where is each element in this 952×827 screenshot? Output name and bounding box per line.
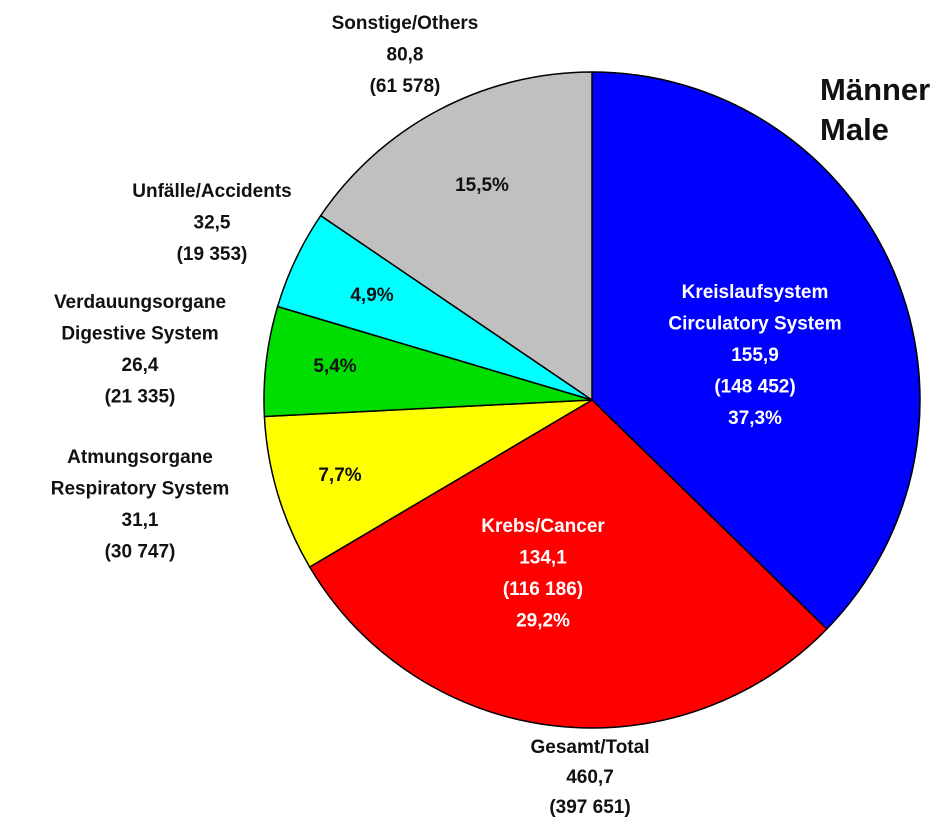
slice-label: 31,1 [122, 510, 159, 531]
slice-label: 80,8 [387, 45, 424, 66]
slice-label: Digestive System [61, 324, 218, 345]
slice-label: Atmungsorgane [67, 447, 213, 468]
slice-label: 29,2% [516, 611, 570, 632]
pie-slice [263, 399, 593, 568]
slice-label: Krebs/Cancer [481, 516, 605, 537]
slice-label: (116 186) [503, 579, 583, 600]
value-label: 7,7% [318, 465, 361, 486]
slice-label: 37,3% [728, 408, 782, 429]
chart-title: Male [820, 112, 889, 147]
slice-label: (61 578) [370, 76, 441, 97]
slice-label: Kreislaufsystem [682, 282, 829, 303]
slice-label: Respiratory System [51, 479, 229, 500]
pie-slice [308, 399, 828, 729]
slice-label: (30 747) [105, 542, 176, 563]
slice-label: (21 335) [105, 387, 176, 408]
value-label: 4,9% [350, 285, 393, 306]
slice-label: 155,9 [731, 345, 779, 366]
total-rate: 460,7 [566, 767, 614, 788]
slice-label: Circulatory System [668, 314, 841, 335]
pie-slice [591, 71, 921, 631]
total-count: (397 651) [549, 797, 630, 818]
slice-label: (19 353) [177, 244, 248, 265]
value-label: 15,5% [455, 175, 509, 196]
slice-label: 26,4 [122, 355, 159, 376]
value-label: 5,4% [313, 356, 356, 377]
slice-label: Unfälle/Accidents [132, 181, 291, 202]
chart-title: Männer [820, 72, 930, 107]
total-label: Gesamt/Total [531, 737, 650, 758]
pie-slice [319, 71, 593, 402]
slice-label: 134,1 [519, 548, 567, 569]
slice-label: Verdauungsorgane [54, 292, 226, 313]
slice-label: 32,5 [194, 213, 231, 234]
slice-label: (148 452) [714, 377, 795, 398]
slice-label: Sonstige/Others [332, 13, 479, 34]
